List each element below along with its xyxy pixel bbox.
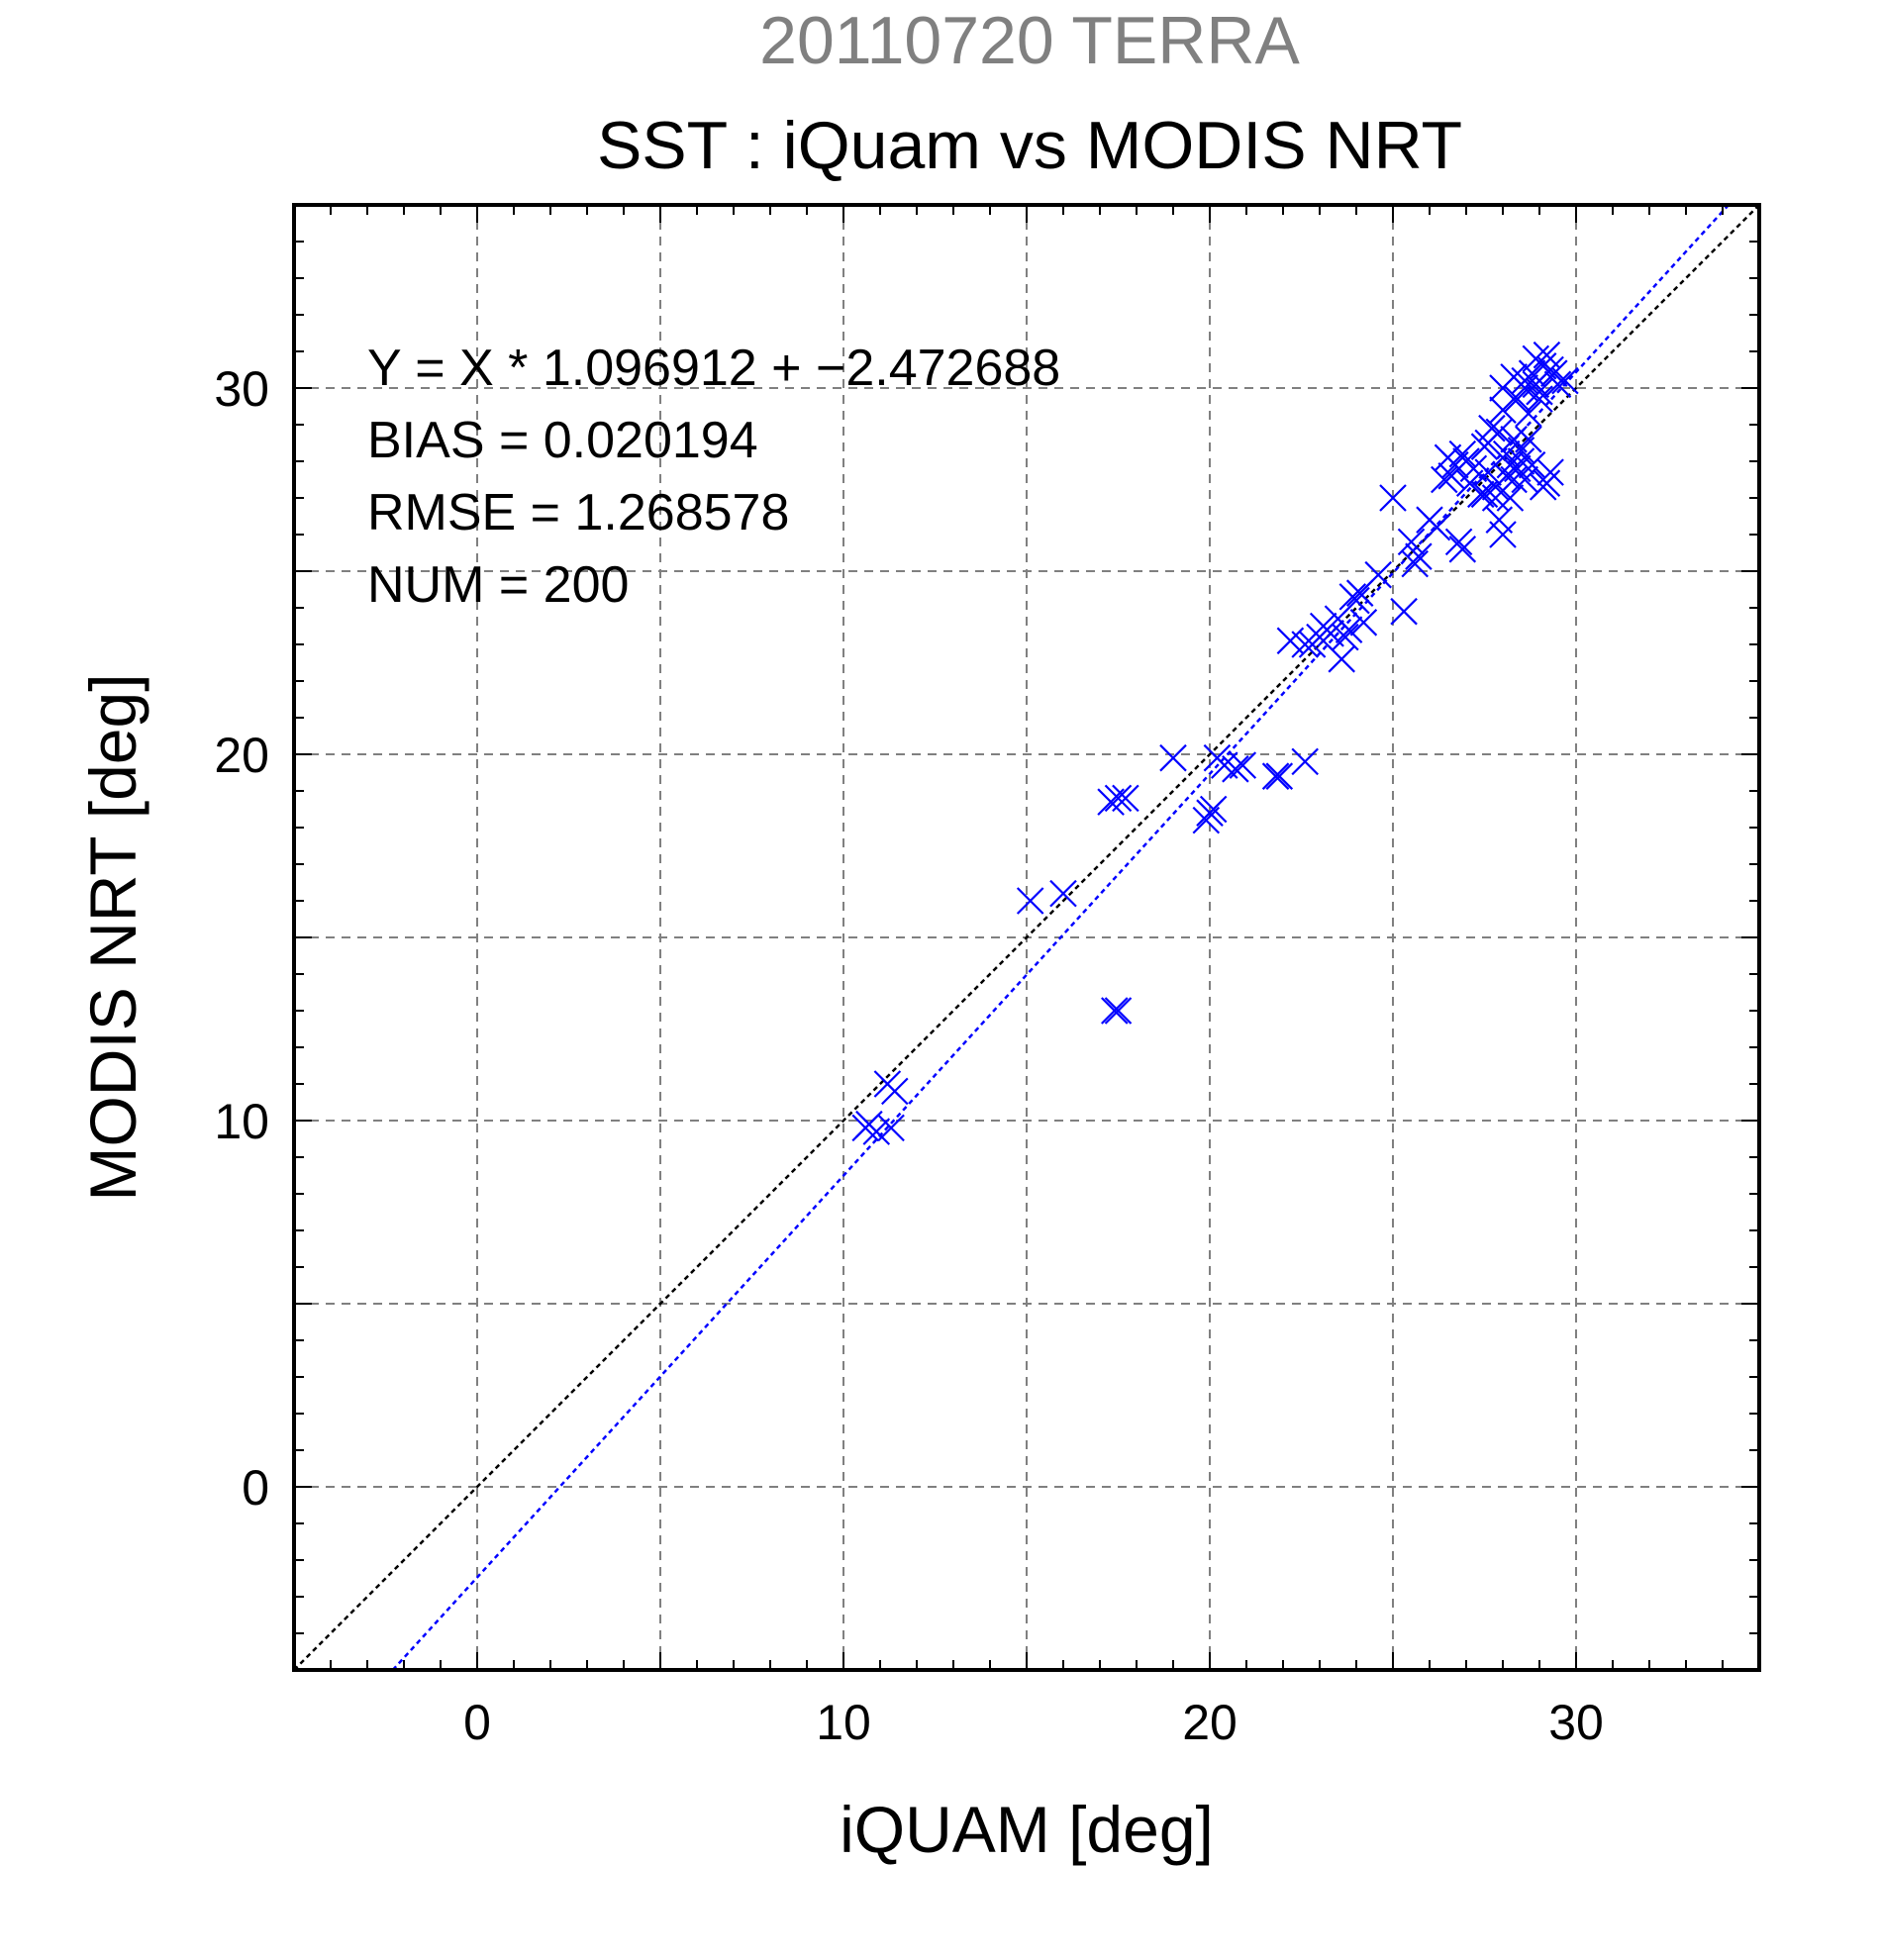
data-point (1349, 609, 1378, 637)
data-point (881, 1077, 909, 1106)
data-point (1526, 377, 1553, 406)
data-point (1261, 762, 1290, 790)
stats-box: Y = X * 1.096912 + −2.472688 BIAS = 0.020… (367, 340, 1060, 614)
x-tick-label: 10 (816, 1695, 871, 1750)
data-point (877, 1114, 905, 1142)
data-point (1401, 549, 1429, 578)
data-point (1489, 374, 1517, 402)
data-point (1199, 795, 1228, 824)
data-point (1492, 462, 1521, 490)
y-tick-label: 10 (214, 1094, 269, 1149)
chart-supertitle: 20110720 TERRA (759, 3, 1300, 78)
data-point (1342, 586, 1370, 615)
data-point (1489, 521, 1517, 548)
data-point (1379, 484, 1407, 512)
data-point (1500, 465, 1528, 494)
y-tick-label: 20 (214, 728, 269, 783)
data-point (1335, 616, 1363, 643)
data-point (1104, 997, 1133, 1025)
data-point (1291, 747, 1319, 776)
y-tick-label: 30 (214, 361, 269, 417)
stats-line: NUM = 200 (367, 556, 629, 614)
identity-line (293, 204, 1760, 1671)
data-point (1332, 623, 1359, 651)
data-point (1423, 513, 1451, 541)
data-point (1104, 784, 1133, 813)
regression-line (391, 204, 1730, 1671)
x-tick-label: 30 (1548, 1695, 1604, 1750)
data-point (1159, 743, 1187, 772)
data-point (1112, 784, 1139, 813)
data-point (1448, 536, 1477, 563)
data-point (1543, 370, 1572, 399)
x-axis-label: iQUAM [deg] (840, 1793, 1214, 1866)
chart-title: SST : iQuam vs MODIS NRT (597, 108, 1462, 183)
data-point (1551, 366, 1579, 395)
data-point (1448, 440, 1477, 468)
data-point (1222, 755, 1249, 783)
data-point (1522, 370, 1550, 399)
stats-line: BIAS = 0.020194 (367, 412, 758, 469)
y-tick-label: 0 (242, 1460, 269, 1516)
stats-line: RMSE = 1.268578 (367, 484, 789, 541)
data-point (1049, 879, 1077, 908)
reference-lines (293, 204, 1760, 1671)
data-point (1474, 429, 1502, 457)
data-point (1529, 473, 1557, 501)
y-axis-label: MODIS NRT [deg] (76, 673, 149, 1201)
x-tick-label: 0 (463, 1695, 491, 1750)
data-point (1500, 426, 1528, 453)
data-point (1444, 528, 1473, 556)
data-point (1536, 458, 1564, 486)
data-point (1364, 560, 1392, 589)
grid-lines (294, 205, 1759, 1670)
data-point (1101, 997, 1129, 1025)
data-point (1016, 887, 1044, 915)
data-point (1390, 597, 1418, 626)
data-point (1265, 762, 1294, 790)
scatter-points (851, 341, 1579, 1145)
stats-line: Y = X * 1.096912 + −2.472688 (367, 340, 1060, 397)
data-point (1511, 366, 1538, 395)
data-point (1229, 751, 1257, 779)
axis-ticks: 0 10 20 30 0 10 20 30 (214, 205, 1759, 1750)
data-point (1405, 542, 1433, 570)
data-point (1515, 400, 1542, 428)
data-point (1470, 480, 1499, 509)
x-tick-label: 20 (1182, 1695, 1238, 1750)
